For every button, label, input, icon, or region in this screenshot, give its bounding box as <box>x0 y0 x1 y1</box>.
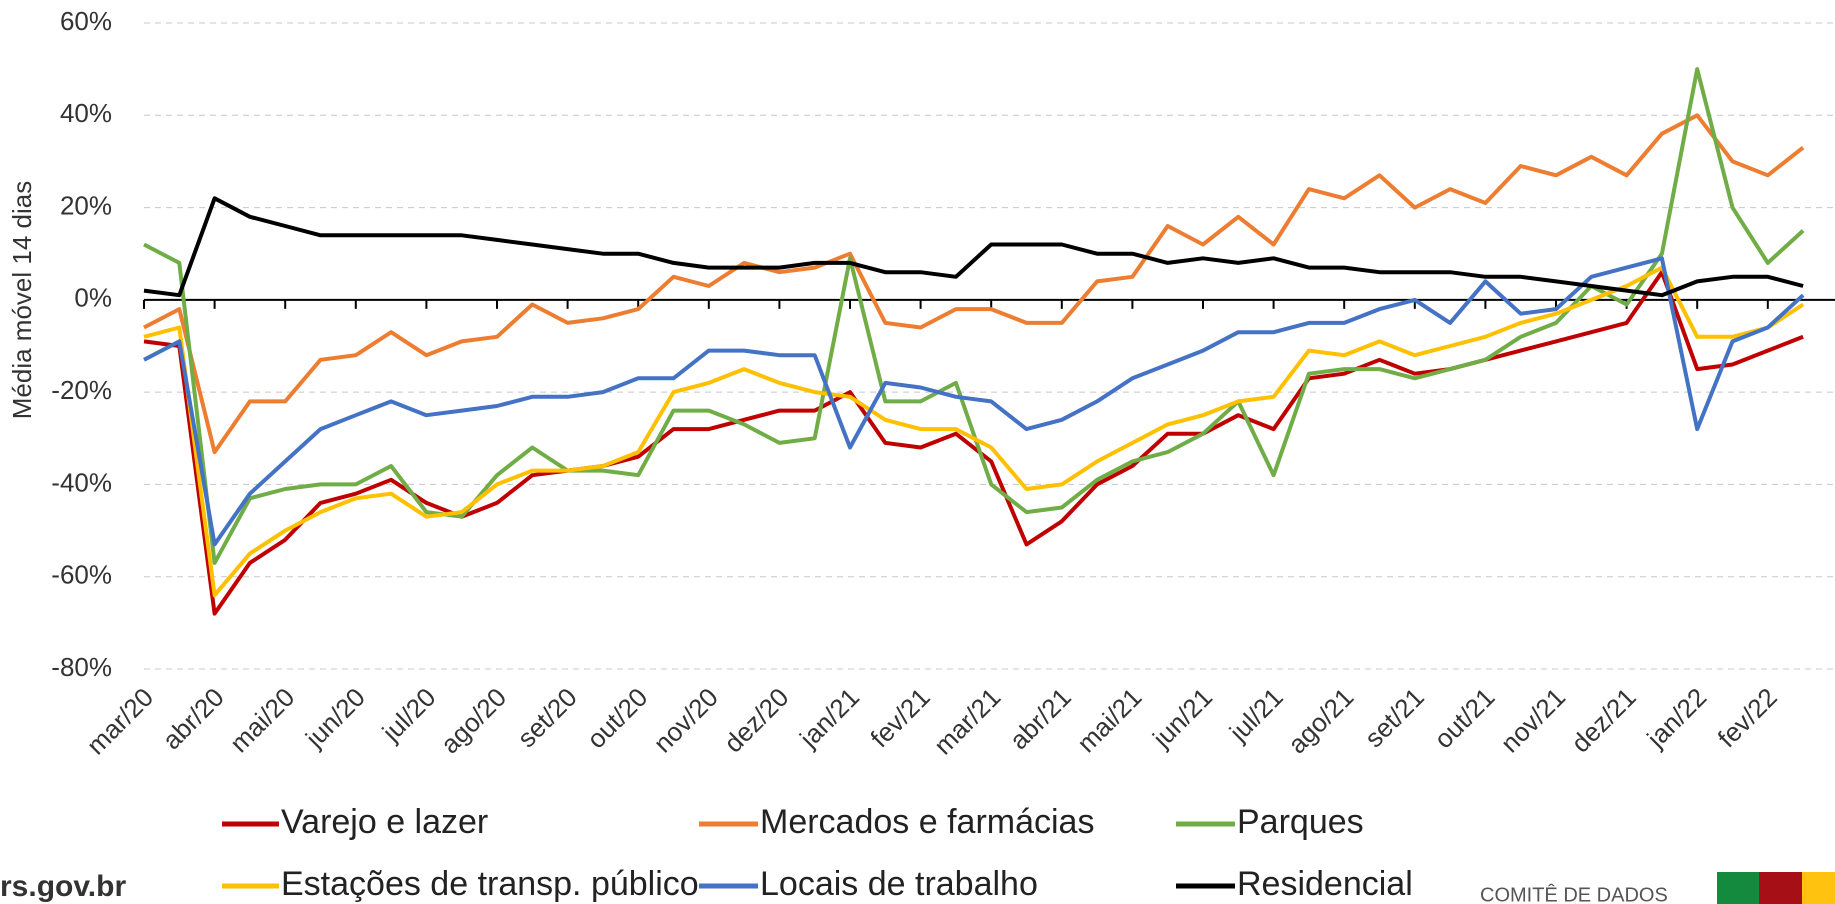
x-tick-label: dez/21 <box>1565 682 1641 758</box>
series-line <box>143 113 1805 455</box>
series-line <box>143 67 1805 565</box>
x-tick-label: jan/22 <box>1640 682 1712 754</box>
legend-label: Parques <box>1237 803 1364 841</box>
y-tick-label: 40% <box>60 98 112 128</box>
logo-block <box>1759 872 1802 904</box>
legend-label: Locais de trabalho <box>760 865 1038 903</box>
logo-block <box>1802 872 1835 904</box>
x-tick-label: mar/21 <box>928 682 1006 760</box>
x-tick-label: out/20 <box>581 682 653 754</box>
footer-committee: COMITÊ DE DADOS <box>1480 883 1668 904</box>
x-tick-label: set/21 <box>1359 682 1430 753</box>
x-tick-label: mai/21 <box>1071 682 1147 758</box>
y-tick-label: 60% <box>60 6 112 36</box>
y-tick-label: 0% <box>74 283 112 313</box>
x-tick-label: nov/20 <box>647 682 723 758</box>
x-tick-label: fev/22 <box>1712 682 1783 753</box>
legend-label: Varejo e lazer <box>281 803 488 841</box>
y-tick-label: -60% <box>51 560 112 590</box>
x-tick-label: abr/20 <box>156 682 229 755</box>
x-tick-label: fev/21 <box>864 682 935 753</box>
y-tick-label: -40% <box>51 467 112 497</box>
x-tick-label: dez/20 <box>718 682 794 758</box>
x-tick-label: jun/20 <box>299 682 371 754</box>
x-tick-label: out/21 <box>1428 682 1500 754</box>
logo-block <box>1717 872 1759 904</box>
y-axis-label: Média móvel 14 dias <box>7 181 37 419</box>
y-tick-label: 20% <box>60 190 112 220</box>
x-tick-label: mai/20 <box>224 682 300 758</box>
x-tick-label: nov/21 <box>1495 682 1571 758</box>
x-tick-label: mar/20 <box>81 682 159 760</box>
legend-label: Estações de transp. público <box>281 865 699 903</box>
legend-label: Mercados e farmácias <box>760 803 1094 841</box>
footer-site: rs.gov.br <box>0 870 126 903</box>
series-line <box>143 196 1804 298</box>
x-tick-label: ago/21 <box>1282 682 1359 759</box>
series-line <box>143 270 1804 616</box>
x-tick-label: jul/20 <box>376 682 442 748</box>
series-line <box>143 265 1805 598</box>
x-tick-label: jul/21 <box>1223 682 1289 748</box>
y-tick-label: -80% <box>51 652 112 682</box>
x-tick-label: set/20 <box>511 682 582 753</box>
legend-label: Residencial <box>1237 865 1413 903</box>
series-line <box>143 256 1805 547</box>
x-tick-label: abr/21 <box>1004 682 1077 755</box>
x-tick-label: jan/21 <box>793 682 865 754</box>
x-tick-label: jun/21 <box>1146 682 1218 754</box>
x-tick-label: ago/20 <box>435 682 512 759</box>
y-tick-label: -20% <box>51 375 112 405</box>
